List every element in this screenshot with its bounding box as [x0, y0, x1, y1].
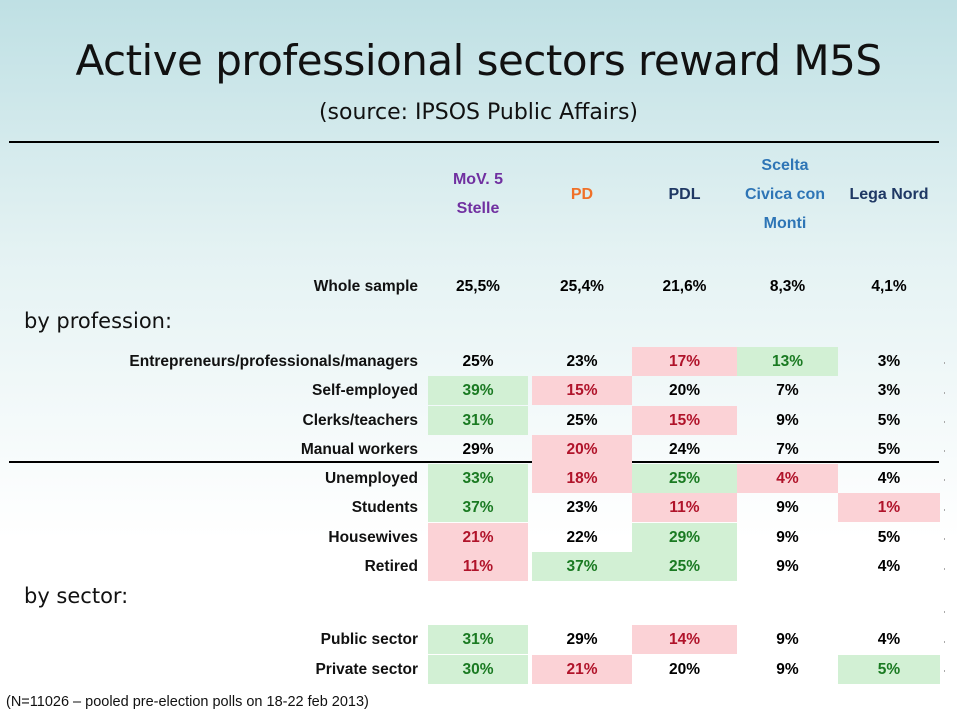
cell-housewives-scelta-civica-con-monti: 9%: [776, 529, 799, 546]
cell-clerks-teachers-pdl: 15%: [632, 406, 737, 435]
cell-manual-workers-mov-5-stelle: 29%: [462, 441, 494, 458]
cell-housewives-pdl: 29%: [632, 523, 737, 552]
row-label-housewives: Housewives: [328, 529, 418, 546]
cell-whole-sample-pd: 25,4%: [560, 278, 604, 295]
cell-public-sector-pd: 29%: [566, 631, 598, 648]
row-label-self-employed: Self-employed: [312, 382, 418, 399]
edge-tick: [944, 670, 945, 672]
cell-whole-sample-pdl: 21,6%: [662, 278, 707, 295]
middle-rule: [9, 461, 939, 463]
edge-tick: [944, 362, 945, 364]
cell-students-scelta-civica-con-monti: 9%: [776, 499, 799, 516]
cell-entrepreneurs-professionals-managers-pdl: 17%: [632, 347, 737, 376]
cell-self-employed-pd: 15%: [532, 376, 632, 405]
cell-entrepreneurs-professionals-managers-pd: 23%: [566, 353, 598, 370]
cell-self-employed-pdl: 20%: [668, 382, 701, 399]
cell-private-sector-scelta-civica-con-monti: 9%: [776, 661, 799, 678]
column-header-scelta-civica-con-monti: Scelta Civica con Monti: [744, 156, 826, 232]
cell-clerks-teachers-lega-nord: 5%: [877, 412, 901, 429]
cell-students-lega-nord: 1%: [838, 493, 940, 522]
edge-tick: [944, 479, 945, 481]
row-label-manual-workers: Manual workers: [300, 441, 418, 458]
cell-unemployed-lega-nord: 4%: [877, 470, 901, 487]
cell-entrepreneurs-professionals-managers-mov-5-stelle: 25%: [462, 353, 494, 370]
cell-students-mov-5-stelle: 37%: [428, 493, 528, 522]
cell-manual-workers-lega-nord: 5%: [877, 441, 901, 458]
cell-housewives-mov-5-stelle: 21%: [428, 523, 528, 552]
edge-tick: [944, 450, 945, 452]
cell-manual-workers-pdl: 24%: [668, 441, 701, 458]
edge-tick: [944, 568, 945, 570]
cell-public-sector-pdl: 14%: [632, 625, 737, 654]
column-header-pdl: PDL: [668, 185, 701, 203]
cell-self-employed-mov-5-stelle: 39%: [428, 376, 528, 405]
cell-retired-scelta-civica-con-monti: 9%: [776, 558, 799, 575]
edge-tick: [944, 509, 945, 511]
cell-clerks-teachers-mov-5-stelle: 31%: [428, 406, 528, 435]
row-label-public-sector: Public sector: [320, 631, 418, 648]
cell-students-pd: 23%: [566, 499, 598, 516]
column-header-lega-nord: Lega Nord: [849, 185, 929, 203]
cell-public-sector-mov-5-stelle: 31%: [428, 625, 528, 654]
cell-self-employed-scelta-civica-con-monti: 7%: [776, 382, 799, 399]
cell-private-sector-lega-nord: 5%: [838, 655, 940, 684]
edge-tick: [944, 611, 945, 613]
row-label-entrepreneurs-professionals-managers: Entrepreneurs/professionals/managers: [129, 353, 418, 370]
cell-public-sector-lega-nord: 4%: [877, 631, 901, 648]
cell-private-sector-mov-5-stelle: 30%: [428, 655, 528, 684]
chart-subtitle: (source: IPSOS Public Affairs): [318, 100, 639, 125]
row-label-students: Students: [351, 499, 418, 516]
column-header-pd: PD: [570, 185, 594, 203]
section-title-by-profession: by profession:: [24, 309, 173, 333]
cell-entrepreneurs-professionals-managers-scelta-civica-con-monti: 13%: [737, 347, 838, 376]
cell-unemployed-pdl: 25%: [632, 464, 737, 493]
footnote: (N=11026 – pooled pre-election polls on …: [6, 694, 369, 710]
edge-tick: [944, 641, 945, 643]
column-header-mov-5-stelle: MoV. 5 Stelle: [452, 171, 504, 217]
cell-manual-workers-scelta-civica-con-monti: 7%: [776, 441, 799, 458]
cell-entrepreneurs-professionals-managers-lega-nord: 3%: [877, 353, 901, 370]
top-rule: [9, 141, 939, 143]
cell-retired-lega-nord: 4%: [877, 558, 901, 575]
cell-public-sector-scelta-civica-con-monti: 9%: [776, 631, 799, 648]
cell-private-sector-pdl: 20%: [668, 661, 701, 678]
edge-tick: [944, 538, 945, 540]
row-label-clerks-teachers: Clerks/teachers: [302, 412, 418, 429]
cell-whole-sample-scelta-civica-con-monti: 8,3%: [769, 278, 806, 295]
cell-whole-sample-mov-5-stelle: 25,5%: [456, 278, 500, 295]
cell-manual-workers-pd: 20%: [532, 435, 632, 464]
chart-title: Active professional sectors reward M5S: [75, 36, 882, 85]
row-label-retired: Retired: [364, 558, 418, 575]
row-label-unemployed: Unemployed: [324, 470, 418, 487]
cell-retired-pd: 37%: [532, 552, 632, 581]
cell-self-employed-lega-nord: 3%: [877, 382, 901, 399]
cell-unemployed-scelta-civica-con-monti: 4%: [737, 464, 838, 493]
cell-unemployed-pd: 18%: [532, 464, 632, 493]
cell-housewives-pd: 22%: [566, 529, 598, 546]
section-title-by-sector: by sector:: [24, 584, 129, 608]
cell-students-pdl: 11%: [632, 493, 737, 522]
cell-whole-sample-lega-nord: 4,1%: [871, 278, 907, 295]
row-label-private-sector: Private sector: [315, 661, 418, 678]
edge-tick: [944, 392, 945, 394]
cell-clerks-teachers-scelta-civica-con-monti: 9%: [776, 412, 799, 429]
cell-clerks-teachers-pd: 25%: [566, 412, 598, 429]
cell-private-sector-pd: 21%: [532, 655, 632, 684]
row-label-whole-sample: Whole sample: [313, 278, 418, 295]
cell-retired-mov-5-stelle: 11%: [428, 552, 528, 581]
edge-tick: [944, 421, 945, 423]
cell-unemployed-mov-5-stelle: 33%: [428, 464, 528, 493]
cell-retired-pdl: 25%: [632, 552, 737, 581]
cell-housewives-lega-nord: 5%: [877, 529, 901, 546]
